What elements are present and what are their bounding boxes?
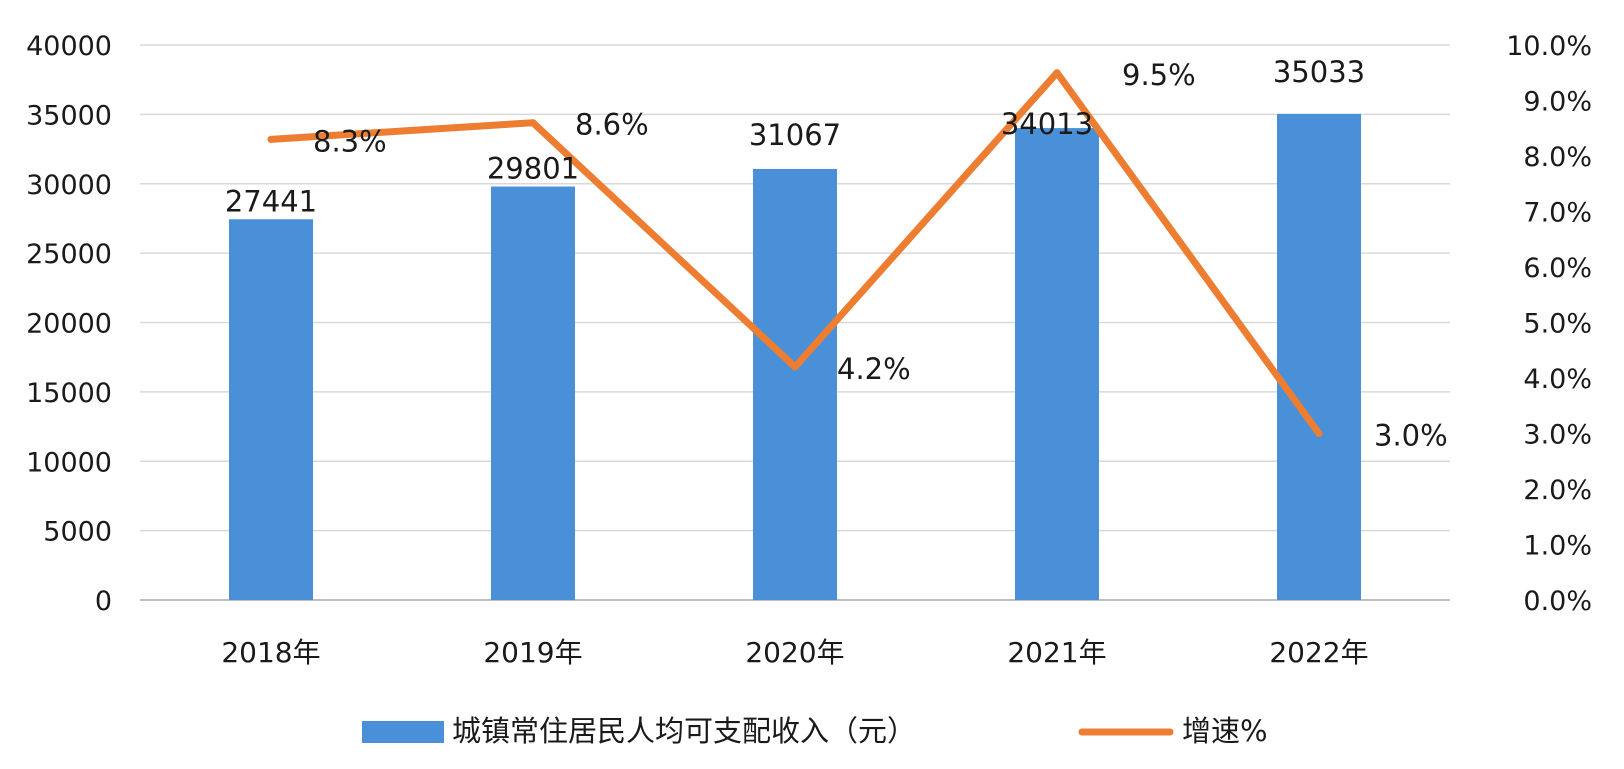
bar xyxy=(753,168,837,600)
left-tick-label: 15000 xyxy=(26,378,112,409)
right-tick-label: 0.0% xyxy=(1523,586,1592,617)
line-point xyxy=(267,135,275,143)
legend-bar-swatch xyxy=(362,721,444,743)
left-axis: 0 5000 10000 15000 20000 25000 30000 35000 40000 xyxy=(26,31,112,617)
right-tick-label: 7.0% xyxy=(1523,198,1592,229)
left-tick-label: 0 xyxy=(95,586,112,617)
left-tick-label: 25000 xyxy=(26,239,112,270)
data-labels: 27441 29801 31067 34013 35033 8.3% 8.6% 4.2% 9.5… xyxy=(225,55,1448,453)
line-point xyxy=(529,119,537,127)
left-tick-label: 30000 xyxy=(26,170,112,201)
bar xyxy=(229,219,313,601)
line-point xyxy=(1053,69,1061,77)
left-tick-label: 10000 xyxy=(26,447,112,478)
line-data-label: 9.5% xyxy=(1122,58,1196,92)
bar-data-label: 31067 xyxy=(749,118,841,152)
bar xyxy=(1015,128,1099,600)
bar-data-label: 34013 xyxy=(1001,107,1093,141)
category-label: 2022年 xyxy=(1269,636,1368,669)
right-tick-label: 8.0% xyxy=(1523,142,1592,173)
right-tick-label: 10.0% xyxy=(1506,31,1592,62)
bar-data-label: 27441 xyxy=(225,184,317,218)
x-axis: 2018年 2019年 2020年 2021年 2022年 xyxy=(221,636,1368,669)
left-tick-label: 5000 xyxy=(43,517,112,548)
legend-line-label: 增速% xyxy=(1182,714,1268,748)
right-tick-label: 5.0% xyxy=(1523,309,1592,340)
left-tick-label: 40000 xyxy=(26,31,112,62)
line-data-label: 8.3% xyxy=(313,124,387,158)
right-tick-label: 6.0% xyxy=(1523,253,1592,284)
category-label: 2019年 xyxy=(483,636,582,669)
bar-series xyxy=(229,113,1361,601)
line-data-label: 4.2% xyxy=(837,352,911,386)
line-data-label: 3.0% xyxy=(1374,419,1448,453)
category-label: 2020年 xyxy=(745,636,844,669)
bar xyxy=(491,186,575,601)
right-tick-label: 3.0% xyxy=(1523,420,1592,451)
right-axis: 0.0% 1.0% 2.0% 3.0% 4.0% 5.0% 6.0% 7.0% 8.0% 9.0%… xyxy=(1506,31,1592,617)
legend: 城镇常住居民人均可支配收入（元） 增速% xyxy=(362,714,1268,748)
bar-data-label: 29801 xyxy=(487,152,579,186)
line-point xyxy=(791,363,799,371)
right-tick-label: 4.0% xyxy=(1523,364,1592,395)
line-series xyxy=(267,69,1323,437)
line-data-label: 8.6% xyxy=(575,108,649,142)
bar xyxy=(1277,113,1361,601)
category-label: 2021年 xyxy=(1007,636,1106,669)
left-tick-label: 35000 xyxy=(26,100,112,131)
legend-bar-label: 城镇常住居民人均可支配收入（元） xyxy=(452,714,916,748)
left-tick-label: 20000 xyxy=(26,309,112,340)
right-tick-label: 9.0% xyxy=(1523,87,1592,118)
category-label: 2018年 xyxy=(221,636,320,669)
bar-data-label: 35033 xyxy=(1273,55,1365,89)
right-tick-label: 1.0% xyxy=(1523,531,1592,562)
right-tick-label: 2.0% xyxy=(1523,475,1592,506)
line-point xyxy=(1315,430,1323,437)
